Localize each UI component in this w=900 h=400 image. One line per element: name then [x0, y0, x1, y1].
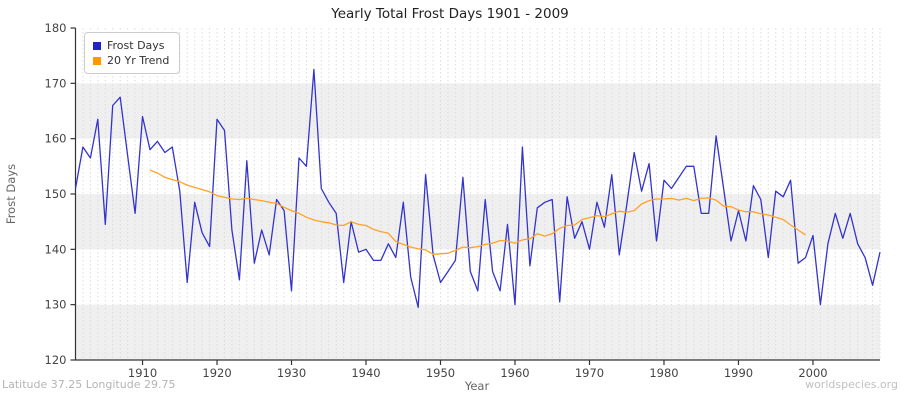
coordinates-caption: Latitude 37.25 Longitude 29.75: [2, 378, 176, 391]
legend-label-frost-days: Frost Days: [107, 39, 165, 52]
y-tick-label: 170: [45, 76, 67, 90]
legend-label-20yr-trend: 20 Yr Trend: [107, 54, 170, 67]
x-tick-label: 2000: [798, 366, 827, 380]
y-tick-label: 160: [45, 132, 67, 146]
y-tick-label: 180: [45, 21, 67, 35]
legend: Frost Days 20 Yr Trend: [84, 32, 181, 74]
trend-swatch-icon: [93, 56, 101, 65]
x-tick-label: 1930: [277, 366, 306, 380]
frost-days-swatch-icon: [93, 41, 101, 50]
x-tick-label: 1980: [649, 366, 678, 380]
x-tick-label: 1910: [128, 366, 157, 380]
y-axis-title: Frost Days: [4, 163, 18, 225]
y-tick-label: 120: [45, 353, 67, 367]
y-tick-label: 130: [45, 298, 67, 312]
legend-item-20yr-trend: 20 Yr Trend: [93, 53, 169, 68]
x-tick-label: 1940: [351, 366, 380, 380]
y-tick-label: 150: [45, 187, 67, 201]
background-band: [75, 83, 880, 139]
frost-days-line: [74, 68, 881, 309]
legend-item-frost-days: Frost Days: [93, 38, 169, 53]
x-tick-label: 1960: [500, 366, 529, 380]
source-watermark: worldspecies.org: [805, 378, 898, 391]
trend-line: [149, 169, 806, 255]
y-tick-label: 140: [45, 242, 67, 256]
x-tick-label: 1950: [426, 366, 455, 380]
x-axis-title: Year: [464, 379, 490, 393]
x-tick-label: 1990: [724, 366, 753, 380]
x-tick-label: 1970: [575, 366, 604, 380]
chart-title: Yearly Total Frost Days 1901 - 2009: [331, 6, 569, 22]
x-tick-label: 1920: [202, 366, 231, 380]
